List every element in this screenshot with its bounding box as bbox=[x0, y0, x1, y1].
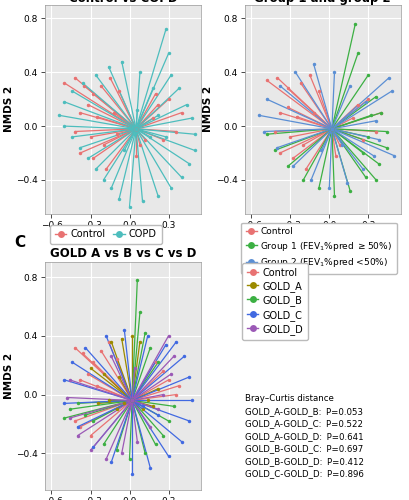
Title: Control vs COPD: Control vs COPD bbox=[69, 0, 178, 5]
X-axis label: NMDS 1: NMDS 1 bbox=[300, 234, 346, 243]
Text: Bray–Curtis distance
GOLD_A-GOLD_B:  P=0.053
GOLD_A-GOLD_C:  P=0.522
GOLD_A-GOLD: Bray–Curtis distance GOLD_A-GOLD_B: P=0.… bbox=[245, 394, 364, 478]
X-axis label: NMDS 1: NMDS 1 bbox=[100, 234, 146, 243]
Y-axis label: NMDS 2: NMDS 2 bbox=[203, 86, 213, 132]
Text: C: C bbox=[14, 235, 25, 250]
Title: Group 1 and group 2: Group 1 and group 2 bbox=[254, 0, 391, 5]
Legend: Control, COPD: Control, COPD bbox=[50, 224, 162, 244]
Y-axis label: NMDS 2: NMDS 2 bbox=[4, 353, 13, 400]
Legend: Control, Group 1 (FEV$_1$%pred $\geq$50%), Group 2 (FEV$_1$%pred <50%): Control, Group 1 (FEV$_1$%pred $\geq$50%… bbox=[241, 222, 397, 274]
Y-axis label: NMDS 2: NMDS 2 bbox=[4, 86, 13, 132]
Legend: Control, GOLD_A, GOLD_B, GOLD_C, GOLD_D: Control, GOLD_A, GOLD_B, GOLD_C, GOLD_D bbox=[242, 262, 308, 340]
Title: GOLD A vs B vs C vs D: GOLD A vs B vs C vs D bbox=[50, 247, 196, 260]
